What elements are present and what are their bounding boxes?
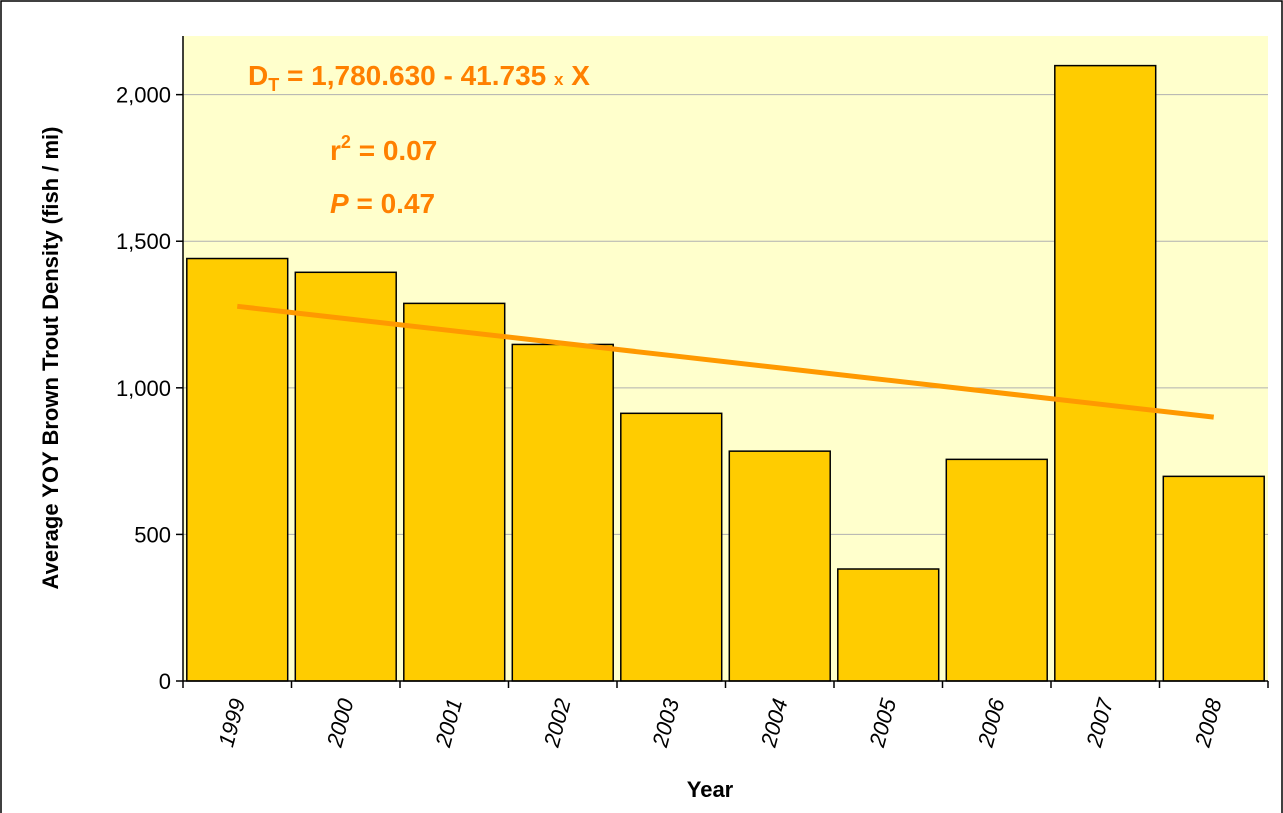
annotation: DT = 1,780.630 - 41.735 x X: [248, 60, 590, 95]
y-tick-label: 2,000: [116, 83, 171, 108]
annotation-part: D: [248, 60, 268, 91]
annotation: r2 = 0.07: [330, 132, 437, 166]
annotation-part: X: [563, 60, 590, 91]
annotation: P = 0.47: [330, 188, 435, 219]
annotation-part: r: [330, 135, 341, 166]
annotation-part: 2: [341, 132, 351, 152]
bar: [1162, 475, 1265, 682]
annotation-part: T: [268, 75, 279, 95]
bar: [186, 257, 289, 682]
bar: [837, 568, 940, 682]
bar: [728, 450, 831, 682]
annotation-part: x: [554, 70, 564, 89]
bar: [1054, 64, 1157, 682]
y-tick-label: 500: [134, 522, 171, 547]
bar: [620, 412, 723, 682]
y-tick-label: 0: [159, 669, 171, 694]
y-tick-label: 1,000: [116, 376, 171, 401]
annotation-part: = 0.47: [349, 188, 435, 219]
x-axis-title: Year: [687, 777, 734, 802]
bar: [945, 458, 1048, 682]
bar: [511, 343, 614, 682]
y-tick-label: 1,500: [116, 229, 171, 254]
trend-line: [236, 303, 1215, 420]
annotation-part: = 1,780.630 - 41.735: [279, 60, 554, 91]
bar: [403, 302, 506, 682]
annotation-part: = 0.07: [351, 135, 437, 166]
bar: [294, 271, 397, 682]
annotation-part: P: [330, 188, 349, 219]
y-axis-title: Average YOY Brown Trout Density (fish / …: [38, 127, 63, 590]
